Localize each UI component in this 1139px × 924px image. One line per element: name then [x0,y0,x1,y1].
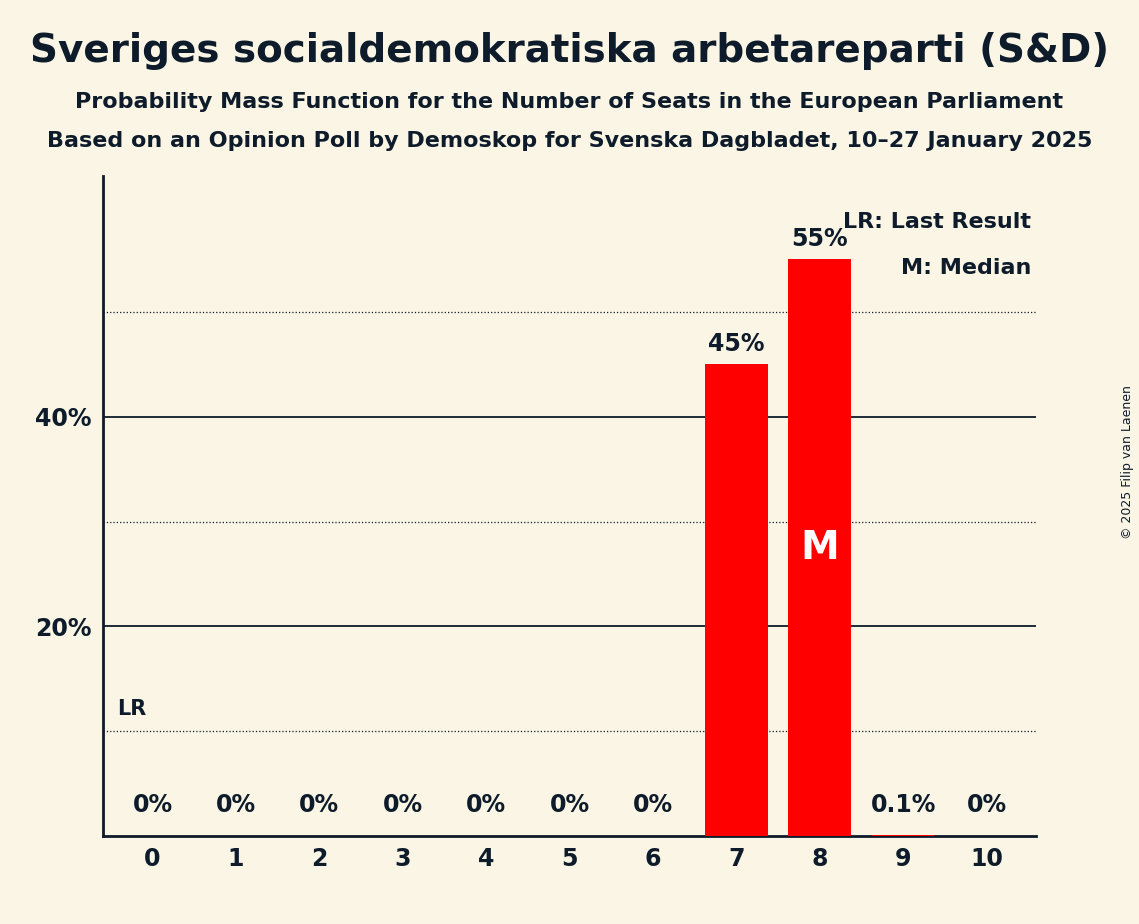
Text: Probability Mass Function for the Number of Seats in the European Parliament: Probability Mass Function for the Number… [75,92,1064,113]
Bar [871,835,934,836]
Text: 0%: 0% [633,794,673,818]
Text: 55%: 55% [792,227,849,251]
Text: M: M [801,529,839,566]
Text: 0%: 0% [466,794,506,818]
Text: 0%: 0% [549,794,590,818]
Text: 0.1%: 0.1% [870,794,936,818]
Text: LR: Last Result: LR: Last Result [843,212,1031,232]
Text: LR: LR [117,699,147,719]
Bar [788,260,851,836]
Text: Sveriges socialdemokratiska arbetareparti (S&D): Sveriges socialdemokratiska arbetarepart… [30,32,1109,70]
Text: Based on an Opinion Poll by Demoskop for Svenska Dagbladet, 10–27 January 2025: Based on an Opinion Poll by Demoskop for… [47,131,1092,152]
Text: 0%: 0% [132,794,173,818]
Text: 45%: 45% [708,332,764,356]
Bar [705,364,768,836]
Text: 0%: 0% [383,794,423,818]
Text: © 2025 Filip van Laenen: © 2025 Filip van Laenen [1121,385,1134,539]
Text: 0%: 0% [216,794,256,818]
Text: M: Median: M: Median [901,258,1031,278]
Text: 0%: 0% [300,794,339,818]
Text: 0%: 0% [966,794,1007,818]
